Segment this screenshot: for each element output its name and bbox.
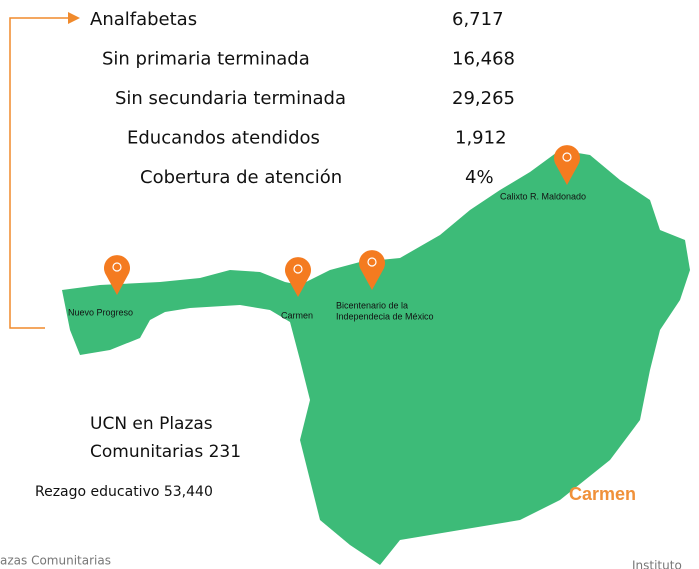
stat-label: Educandos atendidos [127, 128, 320, 149]
bracket-arrow [68, 12, 80, 24]
ucn-line: UCN en Plazas [90, 414, 213, 434]
stat-value: 1,912 [455, 128, 507, 149]
stat-value: 16,468 [452, 49, 515, 70]
location-label: Carmen [281, 310, 313, 320]
pin [554, 145, 581, 185]
pin-icon [293, 264, 303, 274]
footer-right: Instituto [632, 559, 682, 569]
stat-value: 29,265 [452, 88, 515, 109]
location-label: Calixto R. Maldonado [500, 191, 586, 201]
pin [285, 257, 311, 297]
pin [359, 250, 385, 290]
footer-left: azas Comunitarias [0, 554, 111, 568]
stat-value: 4% [465, 167, 494, 188]
location-label: Bicentenario de la [336, 300, 408, 310]
stat-label: Sin primaria terminada [102, 49, 310, 70]
pin-icon [112, 262, 122, 272]
stat-label: Cobertura de atención [140, 167, 342, 188]
stat-label: Sin secundaria terminada [115, 88, 346, 109]
region-title: Carmen [569, 484, 636, 504]
region-map [62, 150, 690, 565]
location-label: Independecia de México [336, 311, 434, 321]
stat-label: Analfabetas [90, 9, 197, 30]
stat-value: 6,717 [452, 9, 504, 30]
bracket-line [9, 17, 68, 329]
pin-icon [562, 152, 572, 162]
location-label: Nuevo Progreso [68, 307, 133, 317]
rezago: Rezago educativo 53,440 [35, 484, 213, 500]
ucn-line: Comunitarias 231 [90, 442, 241, 462]
pin-icon [367, 257, 377, 267]
pin [104, 255, 131, 295]
